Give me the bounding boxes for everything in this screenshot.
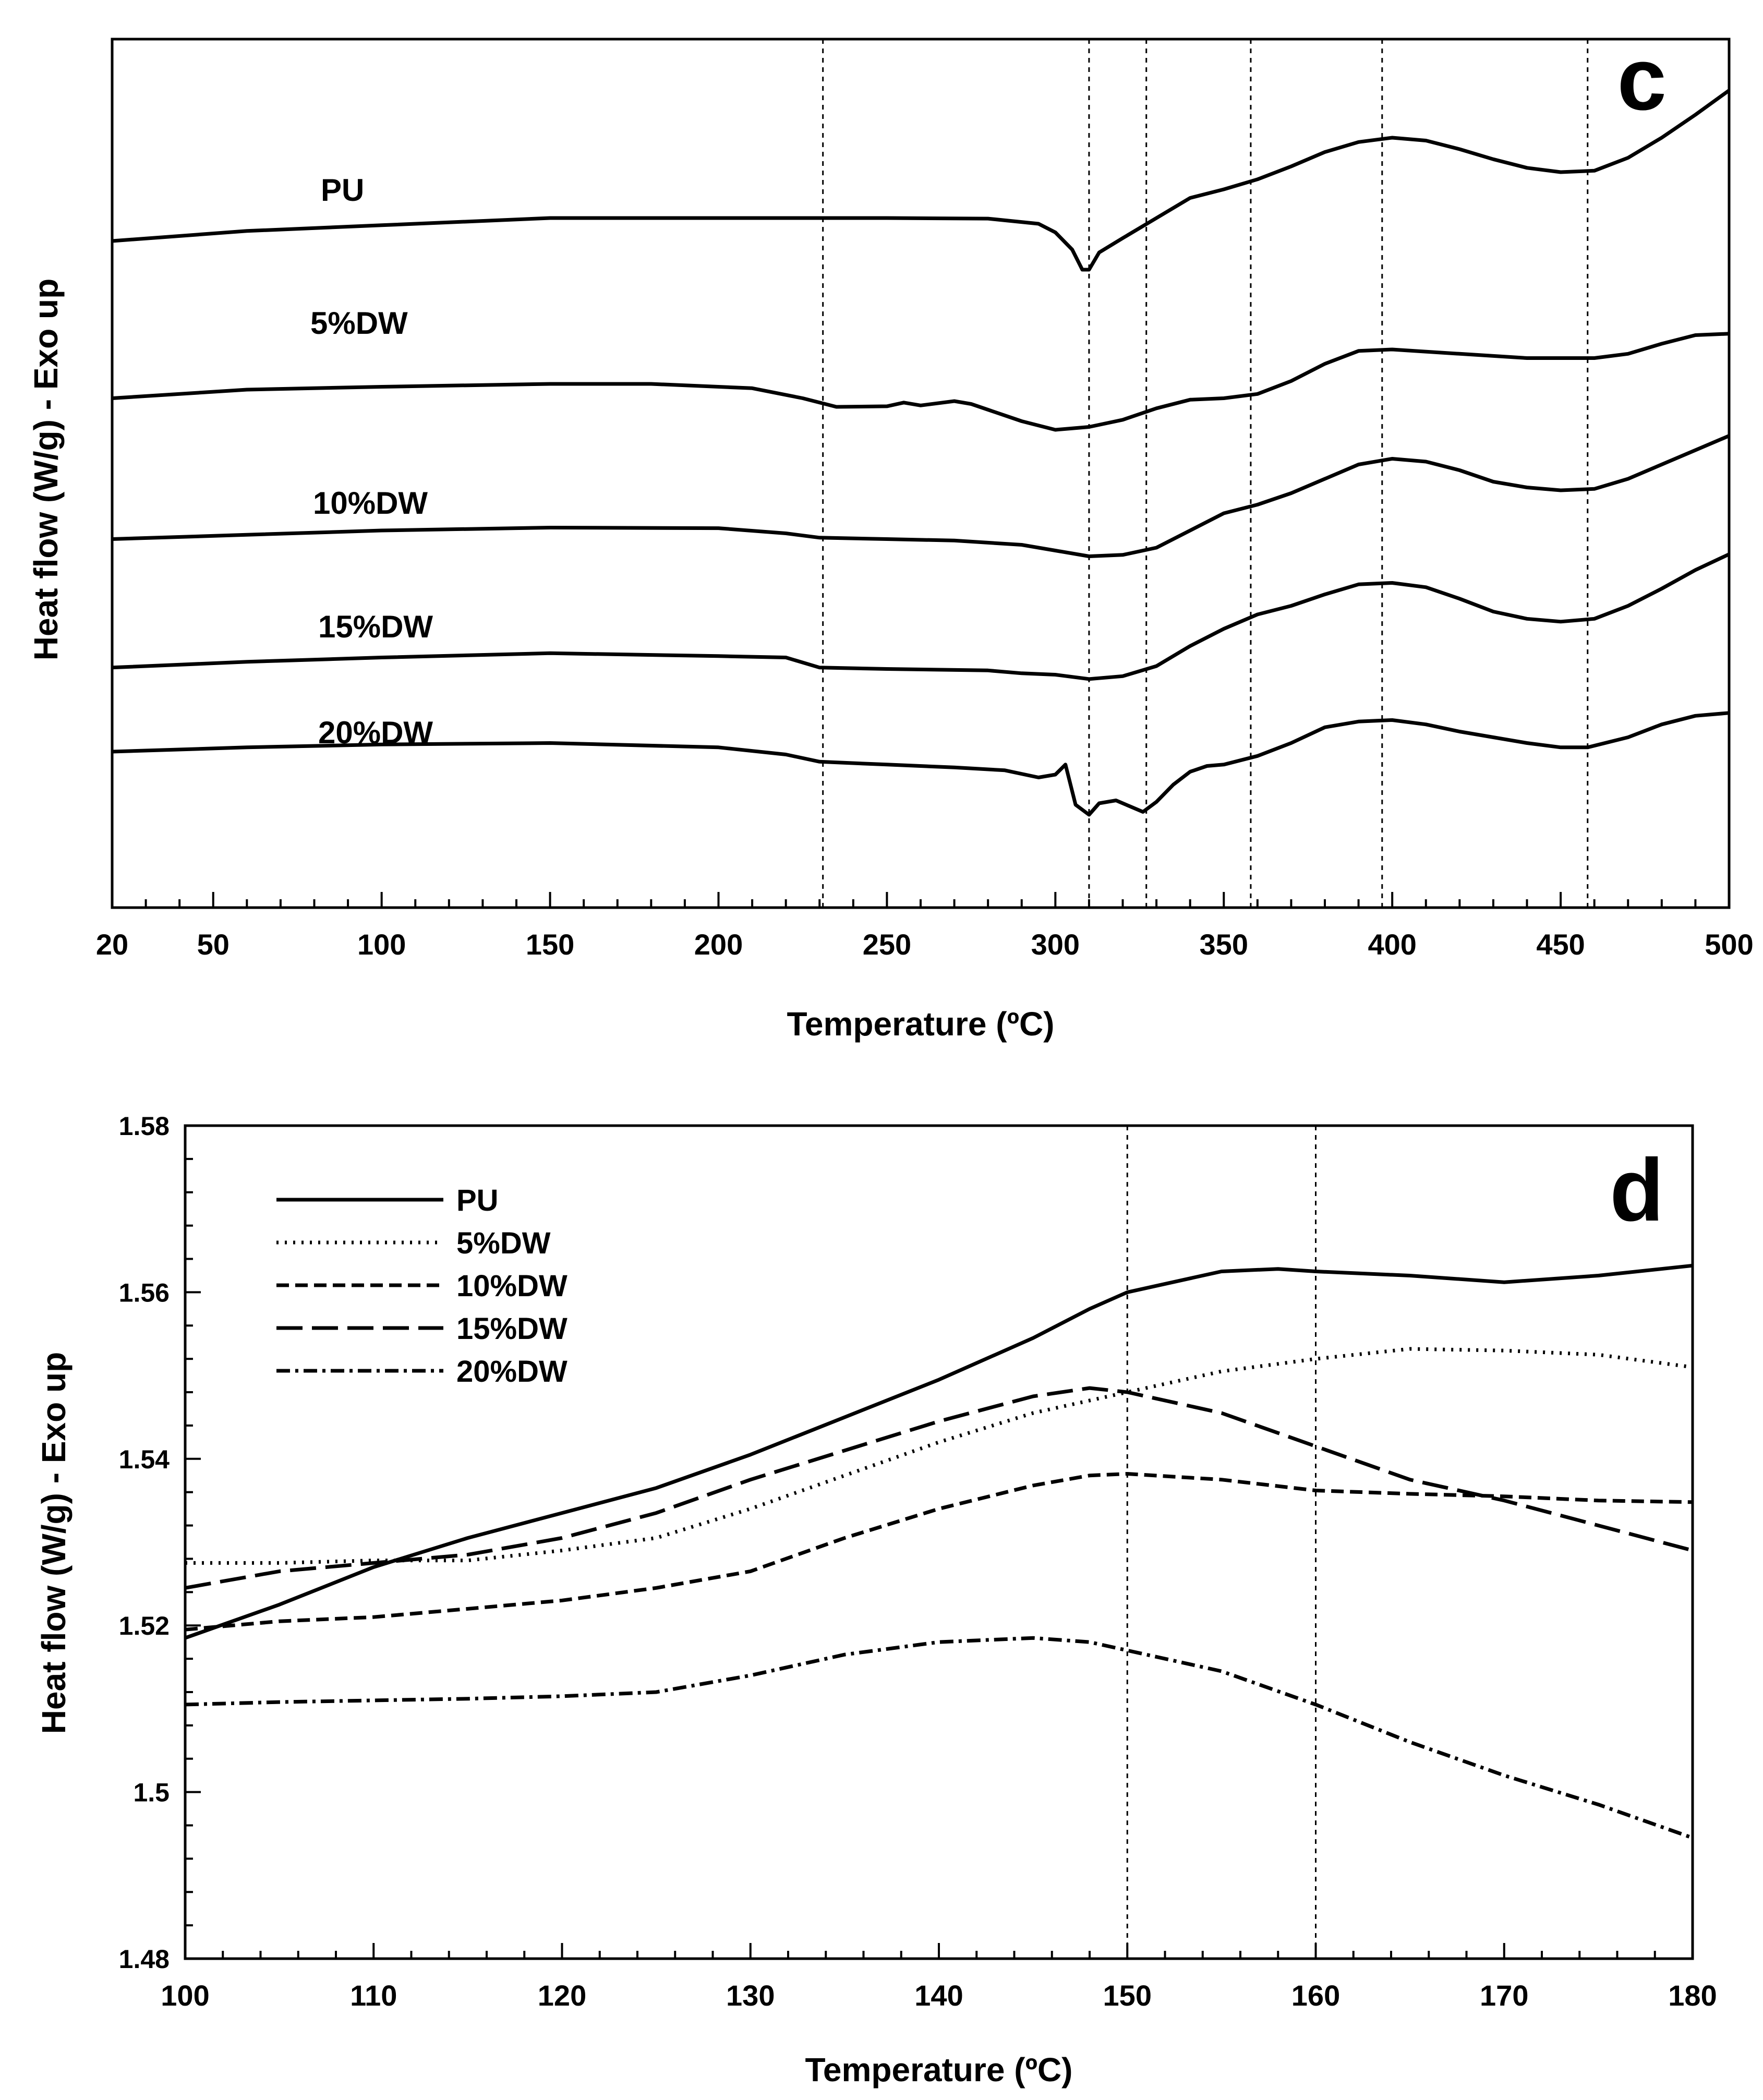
panel-c-letter: c <box>1617 30 1667 129</box>
panel-d-x-tick-label: 160 <box>1291 1979 1340 2012</box>
panel-c: PU 5%DW 10%DW 15%DW 20%DW 20 50 100 150 200 250 30… <box>27 30 1754 1043</box>
panel-d-legend: PU 5%DW 10%DW 15%DW 20%DW <box>276 1184 567 1389</box>
panel-c-plot-frame <box>111 38 1731 909</box>
panel-c-series-10pct-dw <box>112 434 1730 558</box>
panel-c-x-tick-label: 450 <box>1536 928 1585 961</box>
legend-label-15pct-dw: 15%DW <box>456 1312 567 1346</box>
panel-c-y-axis-title: Heat flow (W/g) - Exo up <box>27 279 65 660</box>
panel-c-series-pu <box>112 89 1731 272</box>
panel-d-x-tick-label: 180 <box>1668 1979 1717 2012</box>
panel-c-x-tick-label: 20 <box>96 928 128 961</box>
panel-d-x-tick-label: 150 <box>1103 1979 1152 2012</box>
panel-c-x-tick-label: 200 <box>694 928 743 961</box>
panel-c-x-tick-label: 300 <box>1031 928 1080 961</box>
panel-d-y-tick-label: 1.52 <box>119 1611 170 1640</box>
panel-c-curve-label-20pct-dw: 20%DW <box>318 715 433 750</box>
panel-c-x-tick-label: 500 <box>1705 928 1753 961</box>
panel-d-x-tick-label: 110 <box>350 1979 397 2012</box>
panel-d-series-20pct-dw <box>185 1636 1694 1840</box>
panel-c-curve-label-10pct-dw: 10%DW <box>313 486 428 521</box>
panel-d-series-5pct-dw <box>185 1347 1693 1565</box>
panel-d-y-axis-title: Heat flow (W/g) - Exo up <box>35 1352 73 1734</box>
panel-c-series-15pct-dw <box>112 552 1730 681</box>
panel-c-curve-label-pu: PU <box>321 173 364 208</box>
panel-c-x-tick-label: 50 <box>197 928 230 961</box>
panel-d-y-tick-label: 1.56 <box>119 1278 170 1307</box>
panel-d-series-pu <box>184 1263 1693 1640</box>
panel-d-x-tick-label: 120 <box>538 1979 586 2012</box>
panel-d-x-tick-label: 170 <box>1480 1979 1528 2012</box>
panel-d-plot-frame <box>184 1124 1694 1960</box>
panel-d-series-10pct-dw <box>185 1472 1693 1632</box>
legend-label-pu: PU <box>456 1184 499 1217</box>
panel-d-series-15pct-dw <box>185 1386 1693 1590</box>
panel-c-x-tick-label: 150 <box>526 928 574 961</box>
panel-d-x-axis-title: Temperature (ºC) <box>805 2051 1073 2089</box>
panel-d: 100 110 120 130 140 150 160 170 180 1.48 1.5 1.52 1.… <box>35 1112 1717 2089</box>
legend-label-10pct-dw: 10%DW <box>456 1269 567 1303</box>
panel-d-x-tick-label: 140 <box>914 1979 963 2012</box>
panel-d-x-tick-label: 130 <box>726 1979 775 2012</box>
panel-c-x-tick-label: 400 <box>1368 928 1416 961</box>
panel-c-x-tick-label: 350 <box>1200 928 1248 961</box>
panel-d-letter: d <box>1610 1141 1664 1240</box>
legend-label-5pct-dw: 5%DW <box>456 1226 551 1260</box>
legend-label-20pct-dw: 20%DW <box>456 1355 567 1389</box>
panel-c-x-tick-label: 100 <box>357 928 406 961</box>
panel-c-x-tick-label: 250 <box>863 928 911 961</box>
panel-c-series-20pct-dw <box>112 711 1730 817</box>
panel-c-series-5pct-dw <box>112 332 1730 432</box>
panel-d-x-tick-label: 100 <box>161 1979 209 2012</box>
panel-c-curve-label-5pct-dw: 5%DW <box>310 306 408 341</box>
panel-d-y-tick-label: 1.58 <box>119 1112 170 1141</box>
panel-d-y-tick-label: 1.48 <box>119 1945 170 1974</box>
panel-d-y-tick-label: 1.5 <box>133 1778 170 1807</box>
panel-c-x-axis-title: Temperature (ºC) <box>787 1005 1055 1043</box>
panel-d-y-tick-label: 1.54 <box>119 1445 170 1474</box>
panel-c-curve-label-15pct-dw: 15%DW <box>318 609 433 644</box>
